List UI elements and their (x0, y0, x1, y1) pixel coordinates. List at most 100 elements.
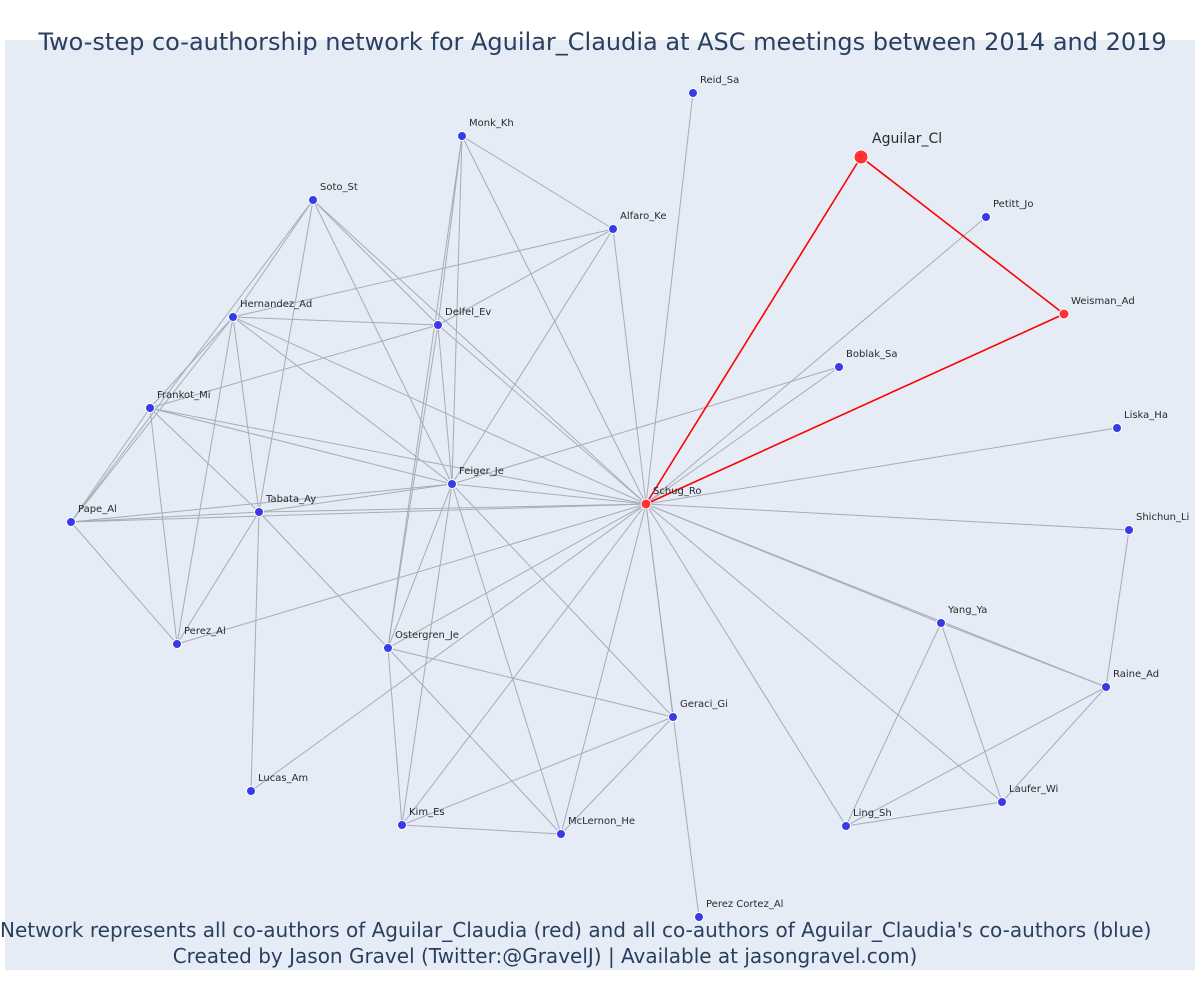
edge-Hernandez_Ad-Feiger_Je (232, 316, 453, 485)
edge-Schug_Ro-Ostergren_Je (387, 503, 647, 649)
edge-Aguilar_Cl-Weisman_Ad (860, 156, 1065, 315)
node-label-Lucas_Am: Lucas_Am (258, 773, 308, 784)
node-Shichun_Li[interactable] (1124, 525, 1134, 535)
edge-layer (70, 92, 1130, 918)
edge-Frankot_Mi-Tabata_Ay (149, 407, 260, 513)
node-Hernandez_Ad[interactable] (228, 312, 238, 322)
node-Laufer_Wi[interactable] (997, 797, 1007, 807)
edge-Feiger_Je-Tabata_Ay (258, 483, 453, 513)
node-Weisman_Ad[interactable] (1058, 308, 1070, 320)
edge-Delfel_Ev-Feiger_Je (437, 324, 453, 485)
node-Aguilar_Cl[interactable] (853, 149, 869, 165)
node-Ling_Sh[interactable] (841, 821, 851, 831)
edge-Tabata_Ay-Pape_Al (70, 511, 260, 523)
edge-Schug_Ro-Perez_Cortez_Al (645, 503, 700, 918)
edge-Hernandez_Ad-Tabata_Ay (232, 316, 260, 513)
edge-Raine_Ad-Shichun_Li (1105, 529, 1130, 688)
edge-Schug_Ro-Petitt_Jo (645, 216, 987, 505)
edge-Schug_Ro-McLernon_He (560, 503, 647, 835)
node-Feiger_Je[interactable] (447, 479, 457, 489)
edge-Schug_Ro-Hernandez_Ad (232, 316, 647, 505)
edge-Feiger_Je-Ostergren_Je (387, 483, 453, 649)
edge-Schug_Ro-Kim_Es (401, 503, 647, 826)
node-label-Shichun_Li: Shichun_Li (1136, 512, 1189, 523)
edge-Yang_Ya-Ling_Sh (845, 622, 942, 827)
edge-Schug_Ro-Laufer_Wi (645, 503, 1003, 803)
node-label-Frankot_Mi: Frankot_Mi (157, 390, 210, 401)
node-Ostergren_Je[interactable] (383, 643, 393, 653)
edge-Monk_Kh-Ostergren_Je (387, 135, 463, 649)
edge-Feiger_Je-Geraci_Gi (451, 483, 674, 718)
node-label-Perez_Cortez_Al: Perez Cortez_Al (706, 899, 783, 910)
node-Perez_Al[interactable] (172, 639, 182, 649)
edge-Alfaro_Ke-Feiger_Je (451, 228, 614, 485)
edge-Schug_Ro-Feiger_Je (451, 483, 647, 505)
edge-Schug_Ro-Monk_Kh (461, 135, 647, 505)
node-label-Reid_Sa: Reid_Sa (700, 75, 739, 86)
node-label-Soto_St: Soto_St (320, 182, 358, 193)
node-label-Raine_Ad: Raine_Ad (1113, 669, 1159, 680)
node-label-Liska_Ha: Liska_Ha (1124, 410, 1168, 421)
label-layer: Aguilar_Cl Weisman_Ad Schug_Ro Reid_Sa Monk_… (78, 75, 1189, 910)
edge-Schug_Ro-Ling_Sh (645, 503, 847, 827)
node-Alfaro_Ke[interactable] (608, 224, 618, 234)
edge-Soto_St-Pape_Al (70, 199, 314, 523)
node-label-Tabata_Ay: Tabata_Ay (265, 494, 316, 505)
node-layer (66, 88, 1134, 922)
node-label-Petitt_Jo: Petitt_Jo (993, 199, 1033, 210)
node-McLernon_He[interactable] (556, 829, 566, 839)
node-Delfel_Ev[interactable] (433, 320, 443, 330)
edge-Geraci_Gi-McLernon_He (560, 716, 674, 835)
node-Liska_Ha[interactable] (1112, 423, 1122, 433)
edge-Schug_Ro-Alfaro_Ke (612, 228, 647, 505)
footer-line-2: Created by Jason Gravel (Twitter:@Gravel… (172, 944, 918, 968)
node-label-Schug_Ro: Schug_Ro (653, 486, 702, 497)
node-label-Weisman_Ad: Weisman_Ad (1071, 296, 1135, 307)
node-Kim_Es[interactable] (397, 820, 407, 830)
node-Perez_Cortez_Al[interactable] (694, 912, 704, 922)
node-Raine_Ad[interactable] (1101, 682, 1111, 692)
edge-Tabata_Ay-Perez_Al (176, 511, 260, 645)
edge-Soto_St-Hernandez_Ad (232, 199, 314, 318)
footer-caption: Network represents all co-authors of Agu… (0, 917, 1152, 969)
node-Schug_Ro[interactable] (640, 498, 652, 510)
edge-Alfaro_Ke-Delfel_Ev (437, 228, 614, 326)
node-Tabata_Ay[interactable] (254, 507, 264, 517)
node-label-Alfaro_Ke: Alfaro_Ke (620, 211, 667, 222)
node-Lucas_Am[interactable] (246, 786, 256, 796)
edge-Frankot_Mi-Pape_Al (70, 407, 151, 523)
edge-Frankot_Mi-Perez_Al (149, 407, 178, 645)
edge-Pape_Al-Perez_Al (70, 521, 178, 645)
edge-Delfel_Ev-Ostergren_Je (387, 324, 439, 649)
edge-Tabata_Ay-Ostergren_Je (258, 511, 389, 649)
node-Boblak_Sa[interactable] (834, 362, 844, 372)
edge-Laufer_Wi-Ling_Sh (845, 801, 1003, 827)
node-Pape_Al[interactable] (66, 517, 76, 527)
node-label-Monk_Kh: Monk_Kh (469, 118, 514, 129)
node-label-Boblak_Sa: Boblak_Sa (846, 349, 898, 360)
chart-title: Two-step co-authorship network for Aguil… (38, 28, 1167, 56)
edge-Boblak_Sa-Feiger_Je (451, 366, 840, 485)
edge-Schug_Ro-Shichun_Li (645, 503, 1130, 531)
node-Petitt_Jo[interactable] (981, 212, 991, 222)
edge-Aguilar_Cl-Schug_Ro (645, 156, 862, 505)
edge-Schug_Ro-Soto_St (312, 199, 647, 505)
node-Monk_Kh[interactable] (457, 131, 467, 141)
edge-Frankot_Mi-Feiger_Je (149, 407, 453, 485)
node-label-Delfel_Ev: Delfel_Ev (445, 307, 491, 318)
footer-line-1: Network represents all co-authors of Agu… (0, 918, 1152, 942)
edge-Schug_Ro-Tabata_Ay (258, 503, 647, 513)
edge-Monk_Kh-Alfaro_Ke (461, 135, 614, 230)
node-Reid_Sa[interactable] (688, 88, 698, 98)
node-Frankot_Mi[interactable] (145, 403, 155, 413)
node-Geraci_Gi[interactable] (668, 712, 678, 722)
node-Soto_St[interactable] (308, 195, 318, 205)
edge-Schug_Ro-Pape_Al (70, 503, 647, 523)
edge-Geraci_Gi-Kim_Es (401, 716, 674, 826)
edge-Schug_Ro-Reid_Sa (645, 92, 694, 505)
node-label-Aguilar_Cl: Aguilar_Cl (872, 131, 942, 147)
node-label-Geraci_Gi: Geraci_Gi (680, 699, 728, 710)
node-Yang_Ya[interactable] (936, 618, 946, 628)
node-label-Pape_Al: Pape_Al (78, 504, 117, 515)
